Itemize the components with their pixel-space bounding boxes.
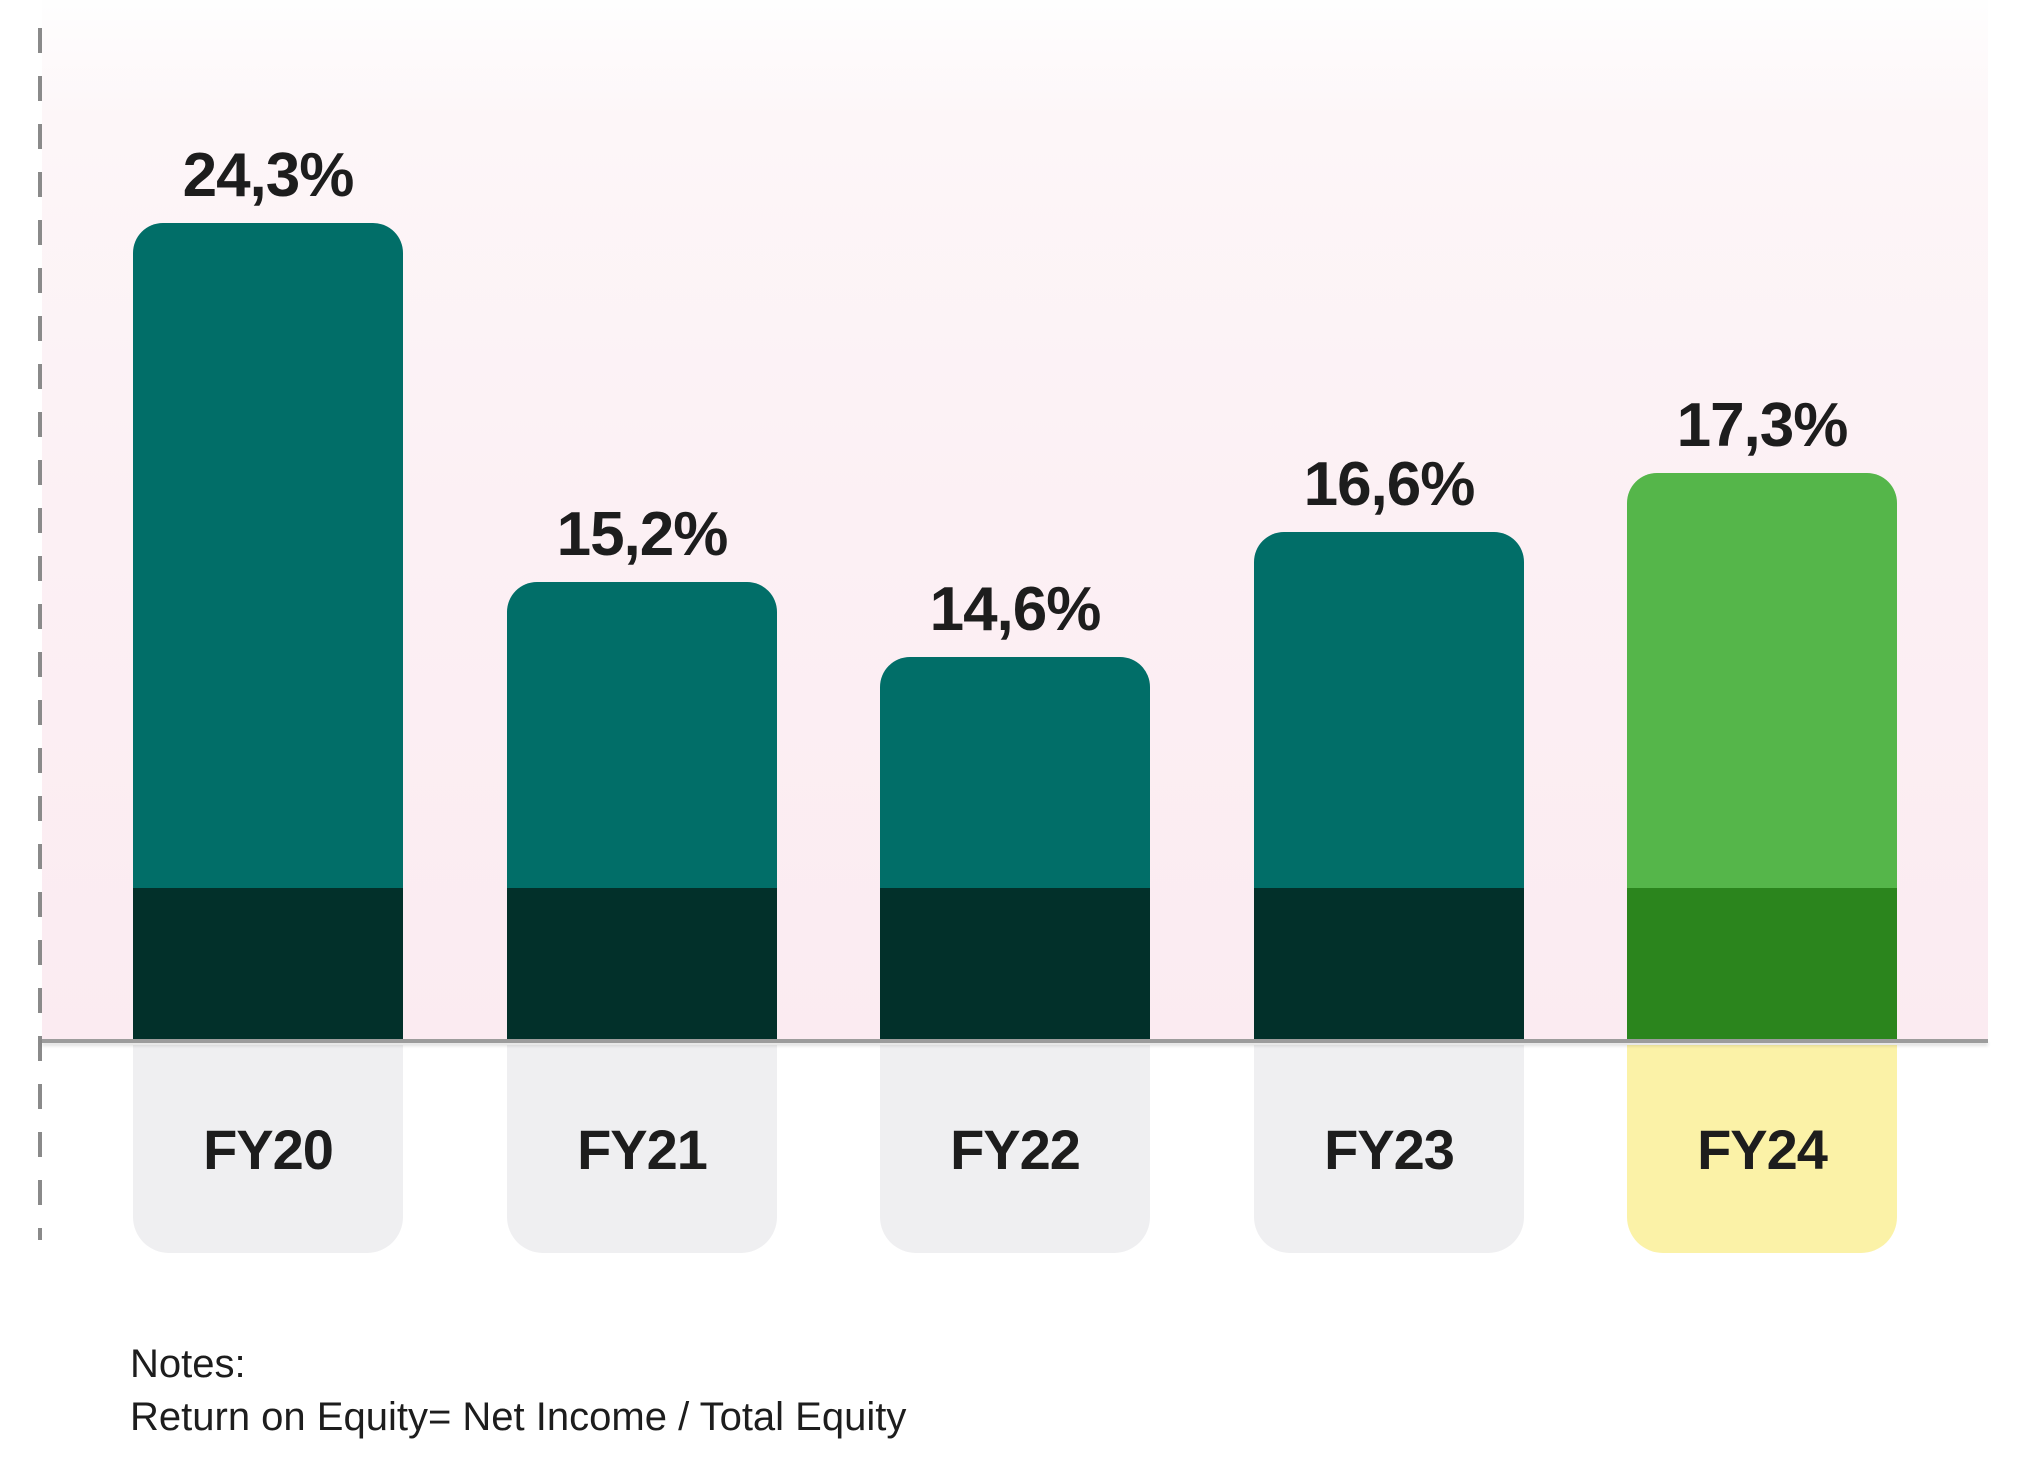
bar-value-label: 15,2% (556, 500, 729, 569)
category-label-fy24: FY24 (1627, 1045, 1897, 1253)
bar-dark-band (1254, 888, 1524, 1041)
bar-dark-band (133, 888, 403, 1041)
bar-fy20 (133, 223, 403, 1041)
y-axis-dashed-line (38, 28, 42, 1240)
category-label-text: FY20 (203, 1117, 334, 1181)
category-label-fy23: FY23 (1254, 1045, 1524, 1253)
category-label-text: FY23 (1324, 1117, 1455, 1181)
bar-fy24 (1627, 473, 1897, 1041)
category-label-fy21: FY21 (507, 1045, 777, 1253)
bar-value-label: 16,6% (1303, 450, 1476, 519)
chart-notes: Notes: Return on Equity= Net Income / To… (130, 1338, 906, 1444)
x-axis-line (42, 1039, 1988, 1043)
category-label-fy22: FY22 (880, 1045, 1150, 1253)
bar-value-label: 17,3% (1676, 391, 1849, 460)
bar-fy22 (880, 657, 1150, 1041)
bar-value-label: 14,6% (929, 575, 1102, 644)
bar-dark-band (880, 888, 1150, 1041)
bar-dark-band (507, 888, 777, 1041)
notes-heading: Notes: (130, 1342, 246, 1386)
bar-dark-band (1627, 888, 1897, 1041)
category-label-text: FY22 (950, 1117, 1081, 1181)
category-label-text: FY24 (1697, 1117, 1828, 1181)
bar-fy21 (507, 582, 777, 1041)
category-label-fy20: FY20 (133, 1045, 403, 1253)
notes-body: Return on Equity= Net Income / Total Equ… (130, 1394, 907, 1439)
bar-fy23 (1254, 532, 1524, 1041)
bar-value-label: 24,3% (182, 141, 355, 210)
category-label-text: FY21 (577, 1117, 708, 1181)
